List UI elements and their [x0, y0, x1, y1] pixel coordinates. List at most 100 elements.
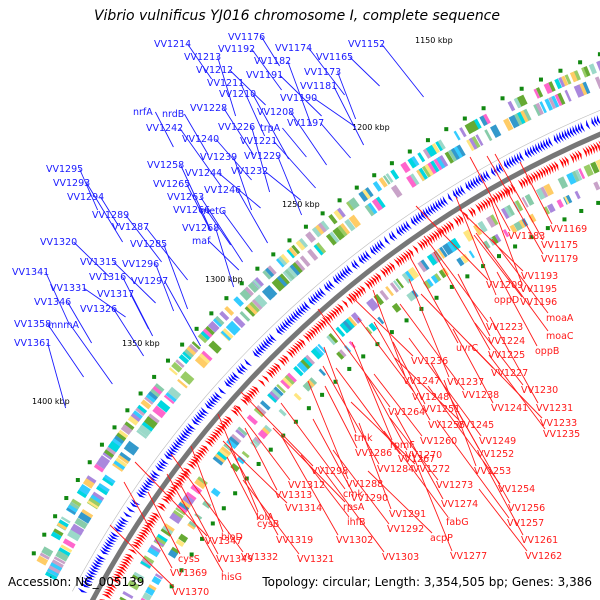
reverse-gene-label: VV1277	[450, 551, 487, 562]
gene-arrow	[304, 332, 313, 341]
feature-block	[219, 310, 230, 321]
gc-dot	[112, 425, 117, 430]
feature-block	[513, 221, 523, 232]
gene-arrow	[548, 136, 554, 147]
feature-block	[185, 346, 197, 357]
gene-arrow	[372, 244, 379, 254]
feature-block	[255, 294, 268, 307]
gc-dot	[481, 106, 486, 111]
feature-block	[594, 76, 600, 89]
gene-leader-line	[237, 189, 268, 244]
feature-block	[123, 443, 138, 456]
feature-block	[253, 407, 265, 418]
gene-arrow	[95, 556, 105, 563]
gene-arrow	[470, 206, 476, 217]
feature-block	[142, 592, 152, 600]
feature-block	[437, 248, 446, 259]
feature-block	[236, 455, 246, 465]
feature-block	[78, 486, 89, 496]
gene-leader-line	[277, 155, 303, 216]
gene-arrow	[118, 518, 128, 525]
feature-block	[451, 237, 461, 250]
gene-arrow	[511, 155, 517, 166]
gene-arrow	[376, 241, 384, 250]
gene-arrow	[445, 222, 452, 232]
feature-block	[262, 424, 272, 435]
gene-arrow	[191, 456, 201, 463]
feature-block	[49, 562, 63, 572]
feature-block	[335, 326, 346, 338]
gene-arrow	[174, 479, 184, 486]
gene-arrow	[363, 281, 371, 291]
gene-arrow	[306, 330, 315, 339]
gene-arrow	[325, 281, 334, 291]
gene-leader-line	[350, 401, 416, 465]
forward-gene-label: VV1331	[50, 283, 87, 294]
gene-leader-line	[70, 324, 113, 385]
gene-arrow	[172, 481, 182, 489]
feature-block	[302, 381, 313, 392]
gene-arrow	[117, 566, 127, 572]
gene-arrow	[485, 169, 492, 180]
gc-dot	[462, 116, 467, 121]
gene-arrow	[485, 198, 491, 208]
forward-gene-label: VV1320	[40, 237, 77, 248]
feature-block	[547, 203, 556, 213]
feature-block	[169, 512, 182, 524]
gene-leader-line	[242, 479, 300, 555]
gene-arrow	[416, 241, 424, 251]
feature-block	[439, 246, 448, 258]
gene-arrow	[298, 338, 306, 347]
gene-leader-line	[322, 365, 380, 465]
feature-block	[554, 94, 563, 107]
feature-block	[191, 341, 201, 350]
feature-block	[237, 426, 248, 436]
kbp-scale-label: 1300 kbp	[205, 275, 243, 284]
gc-dot	[407, 149, 412, 154]
feature-block	[293, 259, 306, 272]
gene-arrow	[194, 413, 204, 421]
gene-arrow	[341, 299, 349, 309]
gene-arrow	[206, 400, 215, 408]
feature-block	[119, 596, 127, 600]
gene-arrow	[297, 306, 305, 316]
gene-arrow	[200, 407, 210, 415]
feature-block	[108, 440, 121, 452]
feature-block	[306, 379, 315, 388]
feature-block	[490, 124, 502, 139]
gene-arrow	[256, 345, 265, 354]
gene-arrow	[467, 180, 474, 190]
gene-arrow	[328, 311, 336, 320]
gene-arrow	[495, 192, 501, 202]
reverse-gene-label: oppD	[494, 295, 519, 306]
forward-gene-label: VV1190	[280, 93, 317, 104]
gc-dot	[529, 235, 534, 240]
feature-block	[284, 268, 296, 281]
feature-block	[416, 169, 426, 182]
feature-block	[145, 586, 156, 597]
gene-arrow	[495, 164, 502, 174]
gene-arrow	[176, 436, 186, 444]
gene-arrow	[383, 235, 391, 245]
gene-arrow	[538, 168, 544, 179]
feature-block	[456, 257, 465, 267]
feature-block	[161, 525, 174, 536]
reverse-gene-label: VV1349	[216, 554, 253, 565]
feature-block	[348, 214, 361, 229]
gene-leader-line	[240, 82, 266, 137]
feature-block	[212, 456, 224, 466]
feature-block	[56, 522, 68, 531]
gene-arrow	[314, 291, 322, 300]
gene-arrow	[337, 272, 345, 281]
feature-block	[544, 98, 554, 111]
forward-gene-label: VV1293	[53, 178, 90, 189]
gene-leader-line	[252, 93, 289, 160]
feature-block	[393, 280, 402, 291]
gene-arrow	[121, 558, 132, 565]
gene-arrow	[243, 394, 252, 402]
gene-arrow	[252, 350, 261, 358]
gene-arrow	[319, 318, 327, 328]
feature-block	[112, 463, 124, 472]
gene-arrow	[412, 215, 420, 225]
gene-arrow	[141, 484, 151, 491]
